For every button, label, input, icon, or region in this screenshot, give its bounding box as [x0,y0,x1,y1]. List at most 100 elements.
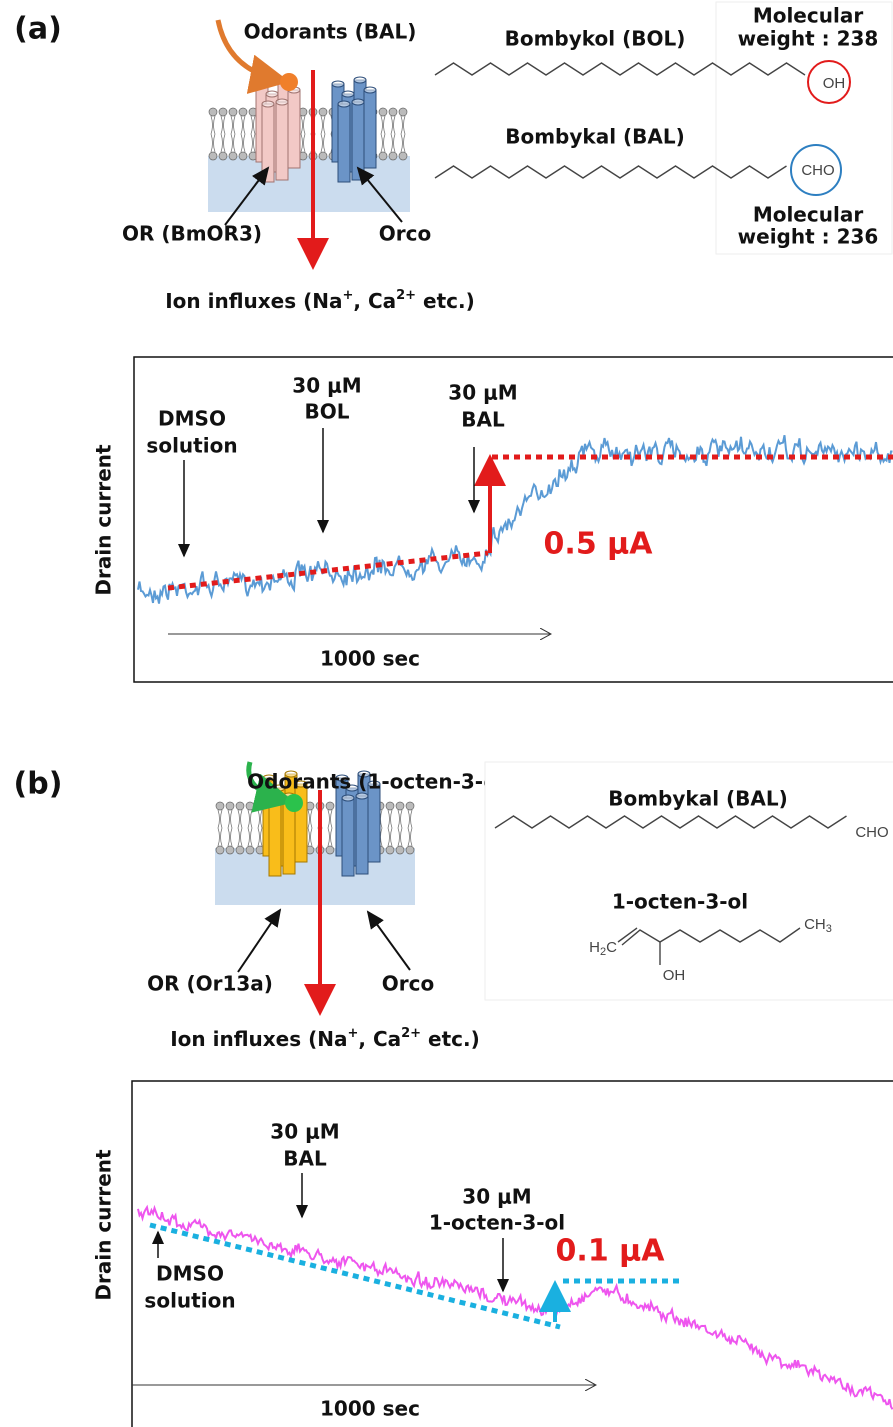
lipid [235,845,245,855]
lipid [405,845,415,855]
receptor [268,797,282,877]
lipid [218,107,228,117]
lipid [325,801,335,811]
odorant [285,794,303,812]
receptor [255,80,269,88]
lipid-tail [250,115,256,153]
coreceptor-label: Orco [382,972,434,996]
lipid [238,151,248,161]
response-label: 0.1 μA [556,1234,666,1269]
lipid-tail [327,809,333,847]
receptor [367,783,381,863]
structure [434,165,787,179]
coreceptor-label: Orco [379,222,431,246]
receptor [275,101,289,181]
lipid [385,845,395,855]
lipid-tail [407,809,413,847]
lipid [398,107,408,117]
receptor-label: OR (BmOR3) [122,222,262,246]
lipid [398,151,408,161]
lipid-tail [320,115,326,153]
molecule-name: Bombykol (BOL) [505,27,686,51]
lipid [235,801,245,811]
stimulus: 30 μM [462,1185,531,1209]
time-label: 1000 sec [320,647,420,671]
lipid [405,801,415,811]
receptor [355,795,369,875]
ion-label: Ion influxes (Na+, Ca2+ etc.) [165,288,475,313]
lipid [378,151,388,161]
stimulus: BOL [305,400,350,424]
trace [137,1204,893,1410]
group-label: CHO [855,824,888,841]
odorant [280,73,298,91]
weight-label: weight : 236 [738,225,879,249]
group-circle [807,60,851,104]
lipid-tail [380,115,386,153]
stimulus: solution [144,1289,235,1313]
lipid [238,107,248,117]
lipid [208,107,218,117]
receptor [287,89,301,169]
response-label: 0.5 μA [544,527,654,562]
lipid-tail [390,115,396,153]
stimulus: BAL [283,1147,327,1171]
molecule-name: 1-octen-3-ol [612,890,748,914]
group-label: OH [663,967,686,984]
membrane [208,76,410,212]
pointer [356,166,403,223]
stimulus: 30 μM [448,381,517,405]
receptor [341,797,355,877]
lipid-tail [217,809,223,847]
lipid [318,151,328,161]
structure [434,62,806,76]
lipid-tail [230,115,236,153]
stimulus: 1-octen-3-ol [429,1211,565,1235]
lipid-tail [247,809,253,847]
lipid [395,801,405,811]
lipid-tail [307,809,313,847]
lipid [208,151,218,161]
lipid [228,107,238,117]
weight-box [715,1,893,255]
receptor [261,100,275,108]
cytoplasm [208,156,410,212]
lipid [245,801,255,811]
lipid [385,801,395,811]
lipid [215,845,225,855]
pointer [237,908,282,973]
receptor [367,780,381,788]
molecule-name: Bombykal (BAL) [608,787,788,811]
receptor [265,90,279,98]
pointer [366,910,411,971]
molecule-box [484,761,893,1001]
receptor [294,780,308,788]
receptor [353,76,367,84]
weight-label: Molecular [753,203,864,227]
lipid [395,845,405,855]
baseline [167,550,489,591]
lipid-tail [220,115,226,153]
structure [494,815,847,829]
y-label: Drain current [92,444,116,596]
y-label: Drain current [92,1149,116,1301]
lipid [228,151,238,161]
stimulus: DMSO [158,407,226,431]
lipid [218,151,228,161]
lipid-tail [257,809,263,847]
receptor [335,774,349,782]
stimulus: solution [146,434,237,458]
lipid [215,801,225,811]
stimulus: DMSO [156,1262,224,1286]
receptor [261,103,275,183]
weight-label: weight : 238 [738,27,879,51]
lipid-tail [400,115,406,153]
panel-label: (a) [14,12,62,47]
receptor [363,89,377,169]
structure [617,927,638,943]
lipid [245,845,255,855]
stimulus: 30 μM [270,1120,339,1144]
receptor [363,86,377,94]
receptor-label: OR (Or13a) [147,972,273,996]
